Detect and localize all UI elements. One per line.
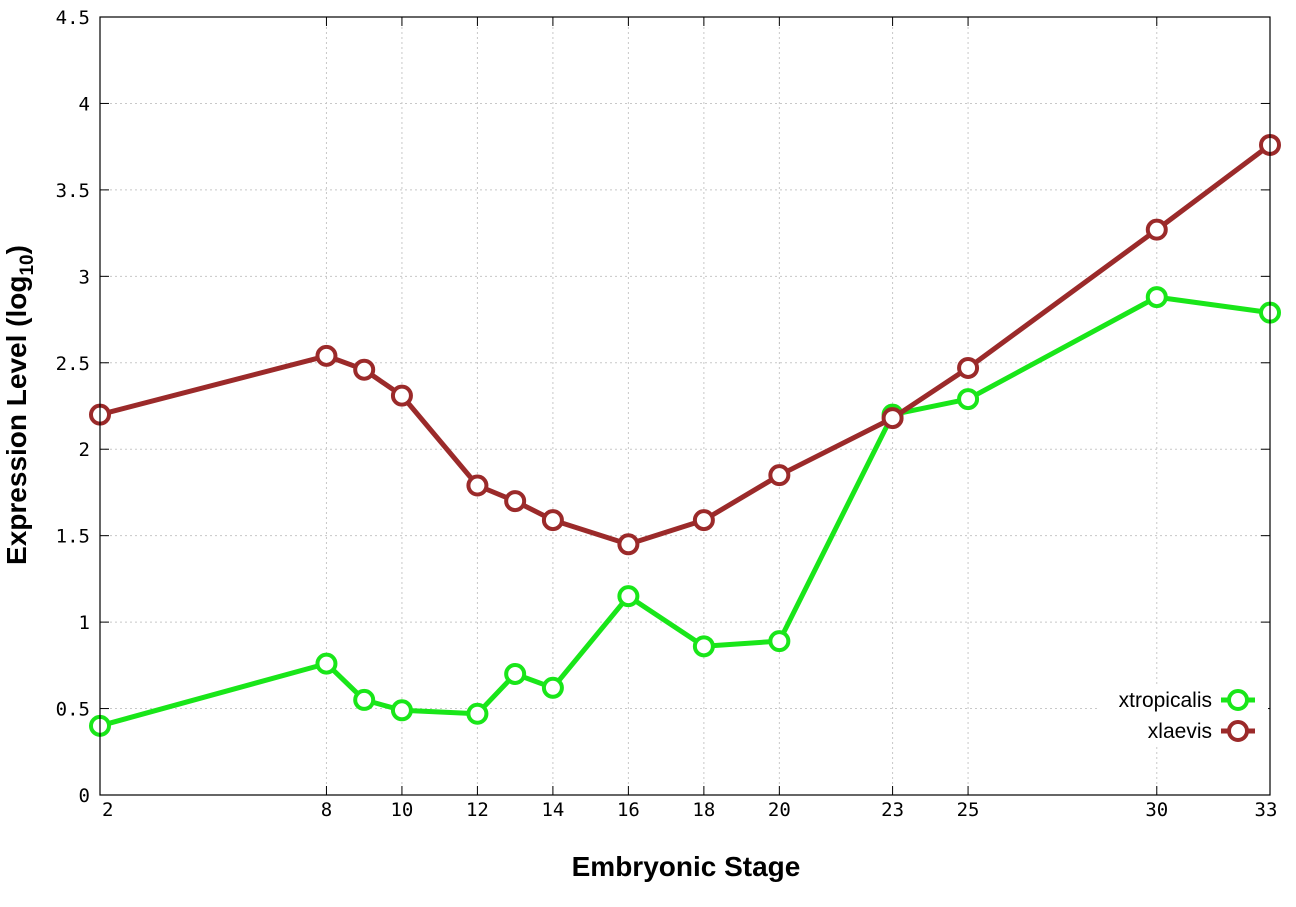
y-tick-label: 0.5	[56, 699, 90, 721]
series-line-xlaevis	[99, 142, 1272, 547]
data-point-xtropicalis	[353, 688, 376, 711]
data-point-xlaevis	[315, 344, 338, 367]
series-xtropicalis	[89, 286, 1281, 737]
plot-frame	[99, 16, 1271, 796]
x-tick-label: 8	[321, 799, 332, 821]
y-tick-label: 1.5	[56, 526, 90, 548]
data-point-xtropicalis	[617, 585, 640, 608]
data-point-xtropicalis	[768, 630, 791, 653]
legend-item-xtropicalis: xtropicalis	[1098, 686, 1268, 714]
x-tick-label: 25	[957, 799, 980, 821]
y-tick-label: 4	[79, 93, 90, 115]
y-axis-title-main: Expression Level (log	[1, 276, 32, 565]
data-point-xlaevis	[617, 533, 640, 556]
data-point-xlaevis	[692, 509, 715, 532]
y-tick-label: 2.5	[56, 353, 90, 375]
y-axis-title: Expression Level (log10)	[1, 245, 38, 565]
x-tick-label: 20	[768, 799, 791, 821]
data-point-xtropicalis	[692, 635, 715, 658]
series-line-xtropicalis	[99, 294, 1271, 729]
data-point-xtropicalis	[315, 652, 338, 675]
data-point-xtropicalis	[957, 388, 980, 411]
y-tick-label: 0	[79, 785, 90, 807]
legend-item-xlaevis: xlaevis	[1098, 717, 1268, 745]
x-tick-label: 10	[390, 799, 413, 821]
y-axis-title-subscript: 10	[17, 254, 38, 275]
x-tick-label: 12	[466, 799, 489, 821]
series-layer	[89, 133, 1281, 737]
axis-ticks: 0 0.5 1 1.5 2 2.5 3 3.5 4 4.5 2 8 10 12 14 16 18 20 23 25 30…	[56, 7, 1278, 821]
x-tick-label: 2	[102, 799, 113, 821]
legend-swatch-marker	[1227, 689, 1249, 711]
y-tick-label: 3.5	[56, 180, 90, 202]
data-point-xlaevis	[768, 464, 791, 487]
legend: xtropicalis xlaevis	[1098, 686, 1268, 745]
data-point-xtropicalis	[390, 699, 413, 722]
x-tick-label: 33	[1255, 799, 1278, 821]
data-point-xlaevis	[881, 407, 904, 430]
data-point-xlaevis	[390, 384, 413, 407]
data-point-xtropicalis	[541, 676, 564, 699]
y-tick-label: 2	[79, 439, 90, 461]
legend-label: xlaevis	[1148, 720, 1212, 743]
x-tick-label: 30	[1145, 799, 1168, 821]
legend-swatch-marker	[1227, 720, 1249, 742]
y-tick-label: 3	[79, 266, 90, 288]
x-tick-label: 23	[881, 799, 904, 821]
data-point-xlaevis	[466, 474, 489, 497]
data-point-xlaevis	[1145, 218, 1168, 241]
x-tick-label: 16	[617, 799, 640, 821]
data-point-xlaevis	[504, 490, 527, 513]
data-point-xtropicalis	[504, 662, 527, 685]
series-xlaevis	[89, 133, 1281, 556]
x-tick-label: 14	[541, 799, 564, 821]
data-point-xlaevis	[957, 356, 980, 379]
y-axis-title-close: )	[1, 245, 32, 254]
y-tick-label: 4.5	[56, 7, 90, 29]
data-point-xlaevis	[541, 509, 564, 532]
y-tick-label: 1	[79, 612, 90, 634]
legend-label: xtropicalis	[1119, 689, 1212, 712]
x-axis-title: Embryonic Stage	[572, 851, 801, 882]
data-point-xtropicalis	[466, 702, 489, 725]
data-point-xtropicalis	[1145, 286, 1168, 309]
x-tick-label: 18	[692, 799, 715, 821]
data-point-xlaevis	[353, 358, 376, 381]
